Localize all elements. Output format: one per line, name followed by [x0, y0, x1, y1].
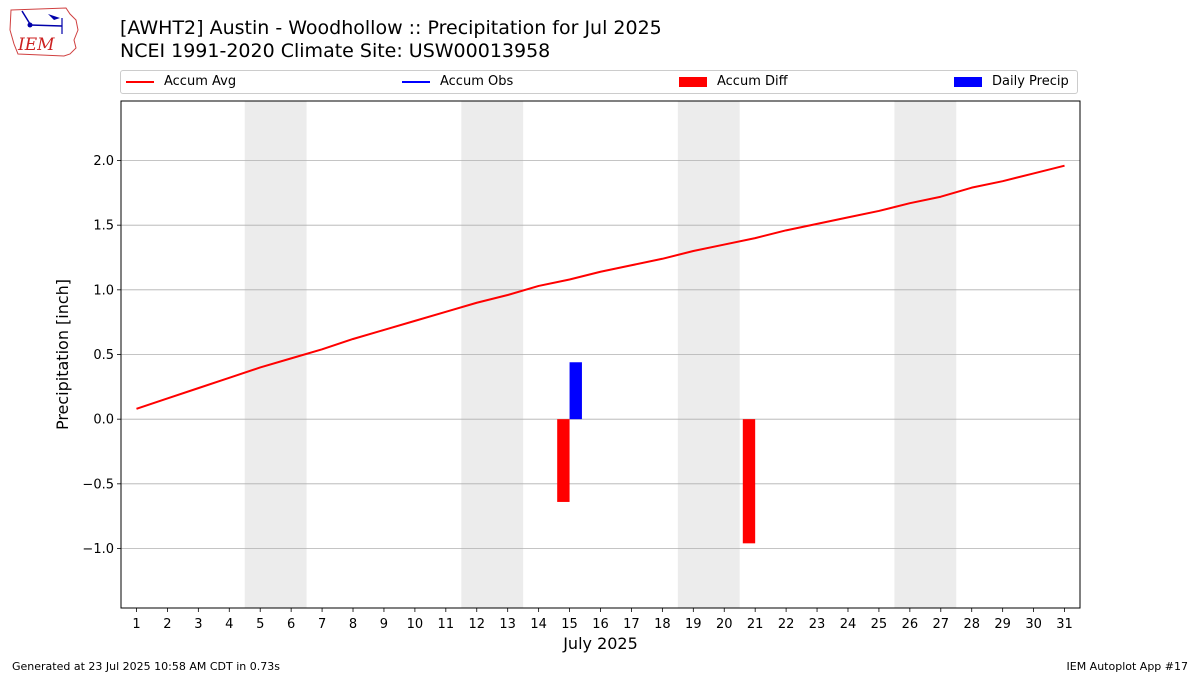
- x-tick-label: 30: [1025, 617, 1042, 632]
- chart-subtitle: NCEI 1991-2020 Climate Site: USW00013958: [120, 40, 551, 62]
- x-tick-label: 13: [499, 617, 516, 632]
- x-tick-label: 22: [778, 617, 795, 632]
- x-tick-label: 28: [963, 617, 980, 632]
- x-tick-label: 19: [685, 617, 702, 632]
- legend-label: Accum Avg: [164, 74, 237, 89]
- x-tick-label: 29: [994, 617, 1011, 632]
- x-tick-label: 16: [592, 617, 609, 632]
- legend-label: Accum Diff: [717, 74, 788, 89]
- x-tick-label: 23: [809, 617, 826, 632]
- x-tick-label: 20: [716, 617, 733, 632]
- x-tick-label: 15: [561, 617, 578, 632]
- y-tick-label: 0.5: [93, 348, 114, 363]
- x-tick-label: 18: [654, 617, 671, 632]
- x-tick-label: 3: [194, 617, 202, 632]
- legend-swatch: [954, 76, 982, 87]
- y-axis-label: Precipitation [inch]: [53, 279, 72, 430]
- daily-precip-bar: [569, 362, 582, 420]
- accum-diff-bar: [742, 419, 756, 544]
- x-tick-label: 10: [407, 617, 424, 632]
- x-tick-label: 6: [287, 617, 295, 632]
- chart-title: [AWHT2] Austin - Woodhollow :: Precipita…: [120, 17, 662, 39]
- x-tick-label: 8: [349, 617, 357, 632]
- x-tick-label: 9: [380, 617, 388, 632]
- x-tick-label: 4: [225, 617, 233, 632]
- x-tick-label: 26: [902, 617, 919, 632]
- x-tick-label: 21: [747, 617, 764, 632]
- x-tick-label: 27: [933, 617, 950, 632]
- y-tick-label: −1.0: [82, 542, 114, 557]
- legend-item-accum-diff: Accum Diff: [679, 74, 788, 89]
- legend-item-daily-precip: Daily Precip: [954, 74, 1069, 89]
- legend-swatch: [126, 80, 154, 83]
- x-tick-label: 7: [318, 617, 326, 632]
- x-axis-label: July 2025: [562, 634, 638, 653]
- x-tick-label: 24: [840, 617, 857, 632]
- accum-diff-bar: [557, 419, 570, 502]
- generated-footer: Generated at 23 Jul 2025 10:58 AM CDT in…: [12, 660, 280, 673]
- x-tick-label: 11: [438, 617, 455, 632]
- svg-text:IEM: IEM: [17, 35, 55, 55]
- x-tick-label: 12: [468, 617, 485, 632]
- y-tick-label: 1.0: [93, 283, 114, 298]
- legend-item-accum-avg: Accum Avg: [126, 74, 236, 89]
- x-tick-label: 17: [623, 617, 640, 632]
- legend-label: Daily Precip: [992, 74, 1069, 89]
- x-tick-label: 1: [132, 617, 140, 632]
- accum-avg-line: [136, 164, 1065, 410]
- y-tick-label: 0.0: [93, 413, 114, 428]
- app-footer: IEM Autoplot App #17: [1066, 660, 1189, 673]
- y-tick-label: 2.0: [93, 154, 114, 169]
- x-tick-label: 31: [1056, 617, 1073, 632]
- x-tick-label: 14: [530, 617, 547, 632]
- legend-swatch: [402, 80, 430, 83]
- legend-swatch: [679, 76, 707, 87]
- y-tick-label: 1.5: [93, 219, 114, 234]
- legend-label: Accum Obs: [440, 74, 514, 89]
- x-tick-label: 2: [163, 617, 171, 632]
- iem-logo: IEM: [8, 6, 80, 62]
- legend: Accum Avg Accum Obs Accum Diff Daily Pre…: [120, 70, 1078, 94]
- x-tick-label: 25: [871, 617, 888, 632]
- x-tick-label: 5: [256, 617, 264, 632]
- legend-item-accum-obs: Accum Obs: [402, 74, 513, 89]
- y-tick-label: −0.5: [82, 477, 114, 492]
- plot-frame: [120, 100, 1081, 609]
